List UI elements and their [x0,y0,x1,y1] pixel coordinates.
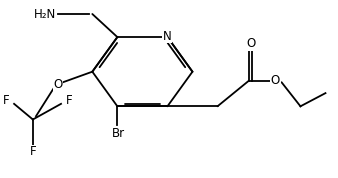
Text: O: O [246,37,255,50]
Text: H₂N: H₂N [34,7,56,20]
Text: Br: Br [112,127,125,140]
Text: F: F [29,145,36,158]
Text: F: F [3,94,9,107]
Text: F: F [66,94,72,107]
Text: O: O [271,74,280,87]
Text: N: N [163,30,172,43]
Text: O: O [53,78,63,91]
